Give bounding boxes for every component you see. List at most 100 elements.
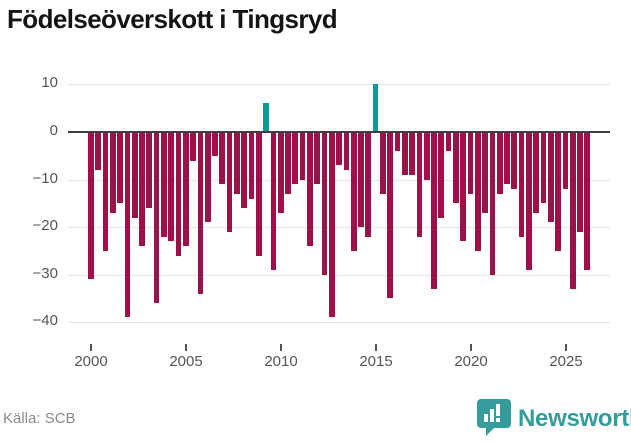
x-axis-tick — [90, 344, 92, 351]
x-axis-tick — [185, 344, 187, 351]
bar — [277, 132, 284, 213]
gridline — [68, 227, 610, 229]
bar — [117, 132, 123, 204]
page-title: Födelseöverskott i Tingsryd — [7, 4, 338, 34]
bar — [401, 132, 408, 175]
bar — [197, 132, 204, 294]
bar — [336, 132, 342, 166]
bar — [387, 132, 394, 299]
bar — [102, 132, 109, 251]
gridline — [68, 84, 610, 86]
bar — [460, 132, 467, 242]
bar — [394, 132, 401, 151]
gridline — [68, 322, 610, 324]
bar — [161, 132, 167, 237]
x-axis-tick-label: 2010 — [264, 353, 298, 370]
y-axis-tick-label: −10 — [32, 169, 58, 187]
bar — [358, 132, 364, 228]
source-caption: Källa: SCB — [3, 410, 76, 427]
gridline — [68, 274, 610, 276]
bar — [380, 132, 386, 194]
bar — [438, 132, 445, 218]
x-axis-tick — [280, 344, 282, 351]
zero-axis-line — [68, 131, 610, 133]
bar — [204, 132, 211, 223]
bar — [343, 132, 350, 171]
bar — [139, 132, 145, 247]
y-axis-tick-label: 10 — [41, 74, 58, 92]
bar — [270, 132, 277, 270]
bar — [212, 132, 218, 156]
bar — [453, 132, 459, 204]
bar — [153, 132, 160, 304]
bar — [226, 132, 233, 232]
bar — [175, 132, 182, 256]
x-axis-tick-label: 2005 — [169, 353, 203, 370]
bar — [526, 132, 532, 270]
bar — [124, 132, 131, 318]
brand-lockup: Newsworthy — [477, 397, 631, 442]
bar — [496, 132, 503, 194]
bar — [263, 103, 269, 132]
bar — [321, 132, 328, 275]
bar — [518, 132, 525, 237]
bar — [416, 132, 423, 237]
bar — [431, 132, 437, 289]
bar — [489, 132, 496, 275]
bar — [569, 132, 576, 289]
x-axis-tick-label: 2025 — [549, 353, 583, 370]
bar — [255, 132, 262, 256]
bar — [474, 132, 481, 251]
bar — [314, 132, 321, 185]
y-axis-tick-label: −20 — [32, 217, 58, 235]
bar — [562, 132, 569, 190]
bar — [482, 132, 488, 213]
y-axis-tick-label: 0 — [49, 122, 58, 139]
bar — [241, 132, 248, 209]
x-axis-tick-label: 2000 — [74, 353, 108, 370]
bar — [131, 132, 138, 218]
bar — [248, 132, 255, 199]
bar — [307, 132, 313, 247]
bar — [584, 132, 591, 270]
x-axis-tick-label: 2020 — [454, 353, 488, 370]
bar — [365, 132, 372, 237]
bar — [445, 132, 452, 151]
bar — [219, 132, 226, 185]
bar — [467, 132, 474, 194]
bar — [95, 132, 102, 171]
brand-name: Newsworthy — [518, 405, 631, 432]
bar — [577, 132, 583, 232]
bar — [299, 132, 306, 180]
bar — [109, 132, 116, 213]
bar — [285, 132, 291, 194]
x-axis-tick — [565, 344, 567, 351]
bar — [372, 84, 379, 132]
bar — [533, 132, 540, 213]
x-axis-tick — [375, 344, 377, 351]
bar — [555, 132, 561, 251]
bar — [146, 132, 153, 209]
bar — [168, 132, 175, 242]
bar — [511, 132, 518, 190]
bar — [504, 132, 510, 185]
x-axis-tick-label: 2015 — [359, 353, 393, 370]
x-axis-tick — [470, 344, 472, 351]
y-axis-tick-label: −30 — [32, 264, 58, 282]
gridline — [68, 179, 610, 181]
newsworthy-logo-icon — [477, 397, 511, 442]
bar — [540, 132, 547, 204]
bar — [350, 132, 357, 251]
bar — [88, 132, 94, 280]
bar — [547, 132, 554, 223]
bar — [182, 132, 189, 247]
bar — [409, 132, 415, 175]
bar — [328, 132, 335, 318]
bar — [292, 132, 299, 185]
bar — [423, 132, 430, 180]
bar — [234, 132, 240, 194]
bar — [190, 132, 196, 161]
y-axis-tick-label: −40 — [32, 312, 58, 330]
